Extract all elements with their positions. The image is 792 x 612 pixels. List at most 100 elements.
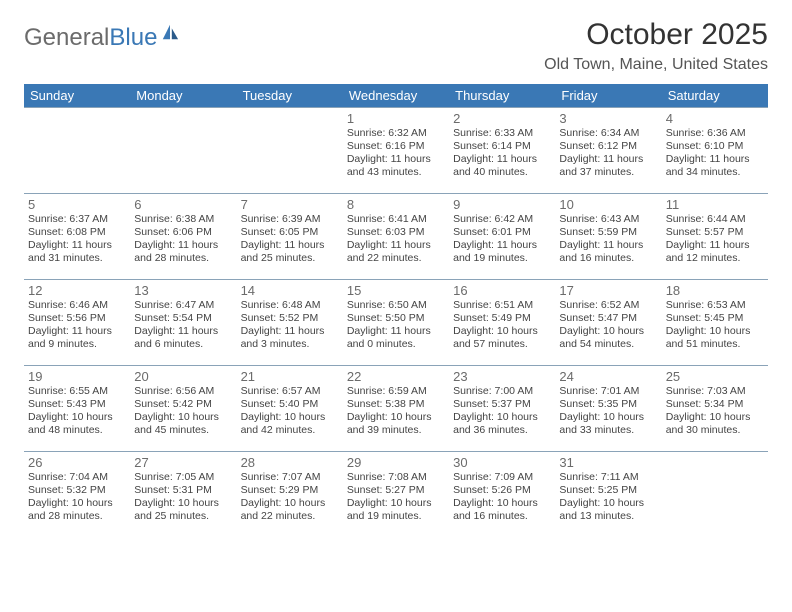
calendar-day-cell: 14Sunrise: 6:48 AMSunset: 5:52 PMDayligh… (237, 280, 343, 366)
day-number: 1 (347, 111, 445, 126)
calendar-day-cell (24, 108, 130, 194)
sail-icon (161, 23, 179, 41)
calendar-day-cell: 18Sunrise: 6:53 AMSunset: 5:45 PMDayligh… (662, 280, 768, 366)
weekday-header: Friday (555, 84, 661, 108)
calendar-day-cell: 9Sunrise: 6:42 AMSunset: 6:01 PMDaylight… (449, 194, 555, 280)
day-number: 27 (134, 455, 232, 470)
day-info: Sunrise: 7:00 AMSunset: 5:37 PMDaylight:… (453, 385, 551, 438)
day-info: Sunrise: 6:46 AMSunset: 5:56 PMDaylight:… (28, 299, 126, 352)
day-number: 24 (559, 369, 657, 384)
weekday-header: Saturday (662, 84, 768, 108)
calendar-day-cell: 27Sunrise: 7:05 AMSunset: 5:31 PMDayligh… (130, 452, 236, 538)
calendar-day-cell: 11Sunrise: 6:44 AMSunset: 5:57 PMDayligh… (662, 194, 768, 280)
day-number: 9 (453, 197, 551, 212)
calendar-day-cell: 16Sunrise: 6:51 AMSunset: 5:49 PMDayligh… (449, 280, 555, 366)
day-number: 6 (134, 197, 232, 212)
calendar-day-cell: 6Sunrise: 6:38 AMSunset: 6:06 PMDaylight… (130, 194, 236, 280)
brand-logo: GeneralBlue (24, 18, 179, 52)
day-number: 7 (241, 197, 339, 212)
calendar-day-cell: 4Sunrise: 6:36 AMSunset: 6:10 PMDaylight… (662, 108, 768, 194)
day-number: 4 (666, 111, 764, 126)
calendar-day-cell: 21Sunrise: 6:57 AMSunset: 5:40 PMDayligh… (237, 366, 343, 452)
day-info: Sunrise: 6:33 AMSunset: 6:14 PMDaylight:… (453, 127, 551, 180)
location-text: Old Town, Maine, United States (544, 56, 768, 74)
calendar-week-row: 5Sunrise: 6:37 AMSunset: 6:08 PMDaylight… (24, 194, 768, 280)
day-number: 10 (559, 197, 657, 212)
calendar-day-cell: 8Sunrise: 6:41 AMSunset: 6:03 PMDaylight… (343, 194, 449, 280)
calendar-day-cell: 1Sunrise: 6:32 AMSunset: 6:16 PMDaylight… (343, 108, 449, 194)
day-info: Sunrise: 6:47 AMSunset: 5:54 PMDaylight:… (134, 299, 232, 352)
day-info: Sunrise: 7:08 AMSunset: 5:27 PMDaylight:… (347, 471, 445, 524)
day-number: 28 (241, 455, 339, 470)
weekday-header: Monday (130, 84, 236, 108)
calendar-day-cell: 20Sunrise: 6:56 AMSunset: 5:42 PMDayligh… (130, 366, 236, 452)
day-info: Sunrise: 6:55 AMSunset: 5:43 PMDaylight:… (28, 385, 126, 438)
day-number: 22 (347, 369, 445, 384)
day-number: 15 (347, 283, 445, 298)
calendar-day-cell: 10Sunrise: 6:43 AMSunset: 5:59 PMDayligh… (555, 194, 661, 280)
weekday-header: Tuesday (237, 84, 343, 108)
day-number: 21 (241, 369, 339, 384)
day-info: Sunrise: 7:11 AMSunset: 5:25 PMDaylight:… (559, 471, 657, 524)
day-number: 26 (28, 455, 126, 470)
day-info: Sunrise: 6:41 AMSunset: 6:03 PMDaylight:… (347, 213, 445, 266)
calendar-week-row: 19Sunrise: 6:55 AMSunset: 5:43 PMDayligh… (24, 366, 768, 452)
header: GeneralBlue October 2025 Old Town, Maine… (24, 18, 768, 74)
weekday-header: Wednesday (343, 84, 449, 108)
day-info: Sunrise: 6:34 AMSunset: 6:12 PMDaylight:… (559, 127, 657, 180)
day-number: 14 (241, 283, 339, 298)
calendar-day-cell: 15Sunrise: 6:50 AMSunset: 5:50 PMDayligh… (343, 280, 449, 366)
brand-part1: General (24, 24, 109, 52)
day-info: Sunrise: 6:39 AMSunset: 6:05 PMDaylight:… (241, 213, 339, 266)
day-info: Sunrise: 6:57 AMSunset: 5:40 PMDaylight:… (241, 385, 339, 438)
day-info: Sunrise: 6:48 AMSunset: 5:52 PMDaylight:… (241, 299, 339, 352)
day-info: Sunrise: 6:51 AMSunset: 5:49 PMDaylight:… (453, 299, 551, 352)
calendar-day-cell: 29Sunrise: 7:08 AMSunset: 5:27 PMDayligh… (343, 452, 449, 538)
day-number: 3 (559, 111, 657, 126)
calendar-day-cell: 5Sunrise: 6:37 AMSunset: 6:08 PMDaylight… (24, 194, 130, 280)
day-info: Sunrise: 6:36 AMSunset: 6:10 PMDaylight:… (666, 127, 764, 180)
day-info: Sunrise: 6:42 AMSunset: 6:01 PMDaylight:… (453, 213, 551, 266)
day-number: 23 (453, 369, 551, 384)
weekday-header: Thursday (449, 84, 555, 108)
calendar-day-cell: 7Sunrise: 6:39 AMSunset: 6:05 PMDaylight… (237, 194, 343, 280)
calendar-day-cell: 26Sunrise: 7:04 AMSunset: 5:32 PMDayligh… (24, 452, 130, 538)
calendar-day-cell: 19Sunrise: 6:55 AMSunset: 5:43 PMDayligh… (24, 366, 130, 452)
day-number: 13 (134, 283, 232, 298)
day-number: 2 (453, 111, 551, 126)
day-info: Sunrise: 6:53 AMSunset: 5:45 PMDaylight:… (666, 299, 764, 352)
day-number: 17 (559, 283, 657, 298)
calendar-day-cell (662, 452, 768, 538)
page-title: October 2025 (544, 18, 768, 52)
day-info: Sunrise: 7:04 AMSunset: 5:32 PMDaylight:… (28, 471, 126, 524)
day-info: Sunrise: 7:01 AMSunset: 5:35 PMDaylight:… (559, 385, 657, 438)
day-number: 20 (134, 369, 232, 384)
day-number: 8 (347, 197, 445, 212)
calendar-day-cell: 28Sunrise: 7:07 AMSunset: 5:29 PMDayligh… (237, 452, 343, 538)
calendar-week-row: 12Sunrise: 6:46 AMSunset: 5:56 PMDayligh… (24, 280, 768, 366)
calendar-table: SundayMondayTuesdayWednesdayThursdayFrid… (24, 84, 768, 538)
day-number: 29 (347, 455, 445, 470)
calendar-day-cell: 12Sunrise: 6:46 AMSunset: 5:56 PMDayligh… (24, 280, 130, 366)
day-info: Sunrise: 6:37 AMSunset: 6:08 PMDaylight:… (28, 213, 126, 266)
calendar-day-cell: 22Sunrise: 6:59 AMSunset: 5:38 PMDayligh… (343, 366, 449, 452)
calendar-day-cell: 30Sunrise: 7:09 AMSunset: 5:26 PMDayligh… (449, 452, 555, 538)
day-number: 12 (28, 283, 126, 298)
day-number: 16 (453, 283, 551, 298)
day-info: Sunrise: 7:07 AMSunset: 5:29 PMDaylight:… (241, 471, 339, 524)
day-info: Sunrise: 6:44 AMSunset: 5:57 PMDaylight:… (666, 213, 764, 266)
calendar-week-row: 1Sunrise: 6:32 AMSunset: 6:16 PMDaylight… (24, 108, 768, 194)
weekday-header-row: SundayMondayTuesdayWednesdayThursdayFrid… (24, 84, 768, 108)
brand-part2: Blue (109, 24, 157, 52)
calendar-day-cell: 2Sunrise: 6:33 AMSunset: 6:14 PMDaylight… (449, 108, 555, 194)
calendar-day-cell: 17Sunrise: 6:52 AMSunset: 5:47 PMDayligh… (555, 280, 661, 366)
title-block: October 2025 Old Town, Maine, United Sta… (544, 18, 768, 74)
day-number: 30 (453, 455, 551, 470)
day-info: Sunrise: 7:05 AMSunset: 5:31 PMDaylight:… (134, 471, 232, 524)
day-info: Sunrise: 6:59 AMSunset: 5:38 PMDaylight:… (347, 385, 445, 438)
calendar-day-cell (237, 108, 343, 194)
day-info: Sunrise: 7:03 AMSunset: 5:34 PMDaylight:… (666, 385, 764, 438)
day-info: Sunrise: 6:50 AMSunset: 5:50 PMDaylight:… (347, 299, 445, 352)
calendar-day-cell (130, 108, 236, 194)
calendar-body: 1Sunrise: 6:32 AMSunset: 6:16 PMDaylight… (24, 108, 768, 538)
